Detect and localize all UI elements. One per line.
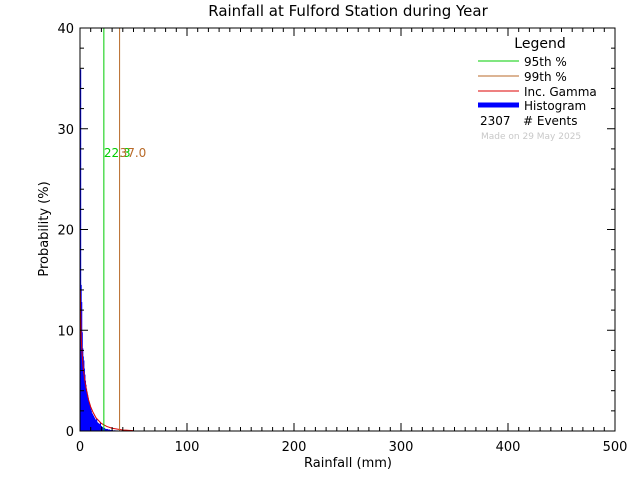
legend-label-95th: 95th % [524,55,567,69]
x-tick-label-4: 400 [496,440,521,455]
percentile-label-0: 22.3 [104,146,131,160]
y-tick-label-2: 20 [57,224,74,239]
y-tick-label-3: 30 [57,123,74,138]
made-on-note: Made on 29 May 2025 [481,132,581,142]
legend: Legend 95th % 99th % Inc. Gamma Histogra… [478,36,597,142]
histogram-bar-52 [108,429,111,431]
histogram-bar-51 [107,429,110,431]
legend-label-99th: 99th % [524,70,567,84]
x-tick-label-2: 200 [282,440,307,455]
percentile-label-1: 37.0 [120,146,147,160]
legend-events-label: # Events [523,114,578,128]
gamma-curve [79,289,134,432]
axis-layer: 0 100 200 300 400 500 0 10 20 30 40 [57,22,627,455]
histogram-bar-53 [109,429,112,431]
y-tick-label-0: 0 [66,425,74,440]
x-tick-label-5: 500 [603,440,628,455]
x-tick-label-0: 0 [76,440,84,455]
chart-title: Rainfall at Fulford Station during Year [208,2,488,20]
x-tick-label-1: 100 [175,440,200,455]
histogram-bar-55 [112,429,114,431]
histogram-bar-0 [80,69,82,432]
x-tick-label-3: 300 [389,440,414,455]
y-tick-label-1: 10 [57,324,74,339]
legend-label-histogram: Histogram [524,99,586,113]
legend-events-count: 2307 [480,114,511,128]
histogram-bar-50 [106,428,108,431]
data-layer: 22.337.0 [79,28,147,432]
legend-label-gamma: Inc. Gamma [524,85,597,99]
y-axis-label: Probability (%) [37,181,52,276]
legend-title: Legend [514,36,565,52]
y-tick-label-4: 40 [57,22,74,37]
x-axis-label: Rainfall (mm) [304,456,392,471]
